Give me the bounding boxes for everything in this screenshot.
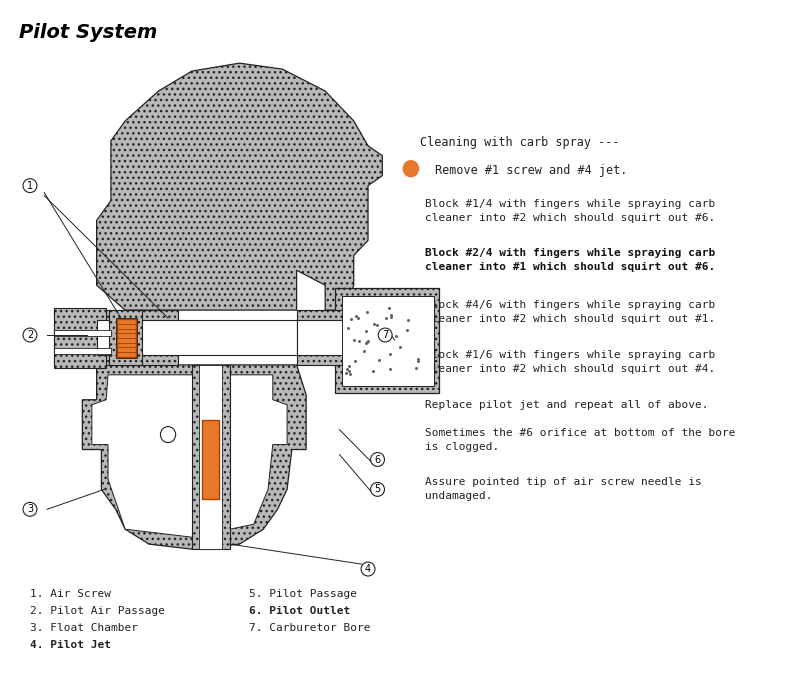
Text: 2: 2 [27, 330, 33, 340]
FancyBboxPatch shape [334, 288, 439, 393]
FancyBboxPatch shape [342, 296, 434, 386]
FancyBboxPatch shape [297, 320, 387, 355]
FancyBboxPatch shape [116, 318, 137, 358]
Text: Pilot System: Pilot System [18, 23, 157, 42]
Text: 4. Pilot Jet: 4. Pilot Jet [30, 640, 111, 650]
Polygon shape [97, 63, 382, 310]
FancyBboxPatch shape [297, 310, 406, 365]
FancyBboxPatch shape [97, 320, 297, 355]
Text: 1: 1 [27, 181, 33, 191]
FancyBboxPatch shape [344, 298, 430, 383]
FancyBboxPatch shape [117, 319, 136, 357]
FancyBboxPatch shape [192, 365, 230, 549]
Circle shape [403, 160, 418, 177]
Text: 3: 3 [27, 504, 33, 515]
Text: Block #1/4 with fingers while spraying carb
cleaner into #2 which should squirt : Block #1/4 with fingers while spraying c… [425, 198, 715, 223]
FancyBboxPatch shape [199, 365, 222, 549]
Circle shape [161, 427, 176, 443]
Text: 6: 6 [374, 454, 381, 464]
FancyBboxPatch shape [54, 348, 111, 354]
Text: 1. Air Screw: 1. Air Screw [30, 589, 111, 599]
Text: Assure pointed tip of air screw needle is
undamaged.: Assure pointed tip of air screw needle i… [425, 477, 702, 502]
Text: Block #1/6 with fingers while spraying carb
cleaner into #2 which should squirt : Block #1/6 with fingers while spraying c… [425, 350, 715, 374]
Text: Sometimes the #6 orifice at bottom of the bore
is clogged.: Sometimes the #6 orifice at bottom of th… [425, 428, 736, 452]
FancyBboxPatch shape [202, 420, 219, 500]
FancyBboxPatch shape [54, 330, 111, 336]
Text: 2. Pilot Air Passage: 2. Pilot Air Passage [30, 606, 165, 616]
FancyBboxPatch shape [54, 308, 106, 368]
Text: Block #4/6 with fingers while spraying carb
cleaner into #2 which should squirt : Block #4/6 with fingers while spraying c… [425, 300, 715, 324]
Text: Cleaning with carb spray ---: Cleaning with carb spray --- [421, 136, 620, 149]
Text: Block #2/4 with fingers while spraying carb
cleaner into #1 which should squirt : Block #2/4 with fingers while spraying c… [425, 248, 715, 272]
Text: 6. Pilot Outlet: 6. Pilot Outlet [249, 606, 350, 616]
Text: 7. Carburetor Bore: 7. Carburetor Bore [249, 623, 370, 633]
Text: 3. Float Chamber: 3. Float Chamber [30, 623, 138, 633]
FancyBboxPatch shape [54, 310, 178, 365]
Text: 5: 5 [374, 484, 381, 494]
Text: 7: 7 [382, 330, 388, 340]
Polygon shape [92, 375, 287, 537]
Text: 4: 4 [365, 564, 371, 574]
Text: 5. Pilot Passage: 5. Pilot Passage [249, 589, 357, 599]
FancyBboxPatch shape [109, 310, 142, 365]
Text: Remove #1 screw and #4 jet.: Remove #1 screw and #4 jet. [434, 164, 627, 177]
Text: Replace pilot jet and repeat all of above.: Replace pilot jet and repeat all of abov… [425, 399, 709, 410]
Polygon shape [82, 365, 306, 549]
